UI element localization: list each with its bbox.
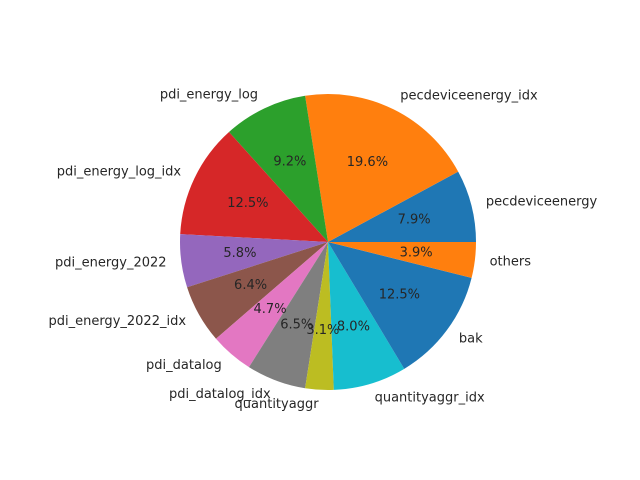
pie-percent-label: 3.1%	[306, 323, 339, 338]
pie-slice-pdi-energy-log-idx	[180, 131, 328, 242]
pie-category-label: pdi_energy_log_idx	[57, 164, 182, 179]
pie-category-label: quantityaggr_idx	[375, 390, 485, 405]
pie-slice-pdi-energy-log	[228, 95, 328, 242]
pie-category-label: bak	[459, 331, 483, 346]
pie-category-label: quantityaggr	[235, 397, 320, 412]
pie-percent-label: 7.9%	[398, 213, 431, 228]
pie-slice-pecdeviceenergy-idx	[305, 93, 459, 242]
pie-category-label: pecdeviceenergy_idx	[400, 89, 538, 104]
pie-slice-pdi-datalog-idx	[248, 242, 328, 389]
pie-category-label: pecdeviceenergy	[486, 195, 598, 210]
pie-category-label: pdi_datalog_idx	[169, 387, 271, 402]
pie-slice-pdi-datalog	[216, 242, 328, 368]
pie-percent-label: 8.0%	[337, 320, 370, 335]
pie-slice-pdi-energy-2022-idx	[187, 242, 328, 339]
pie-slice-quantityaggr-idx	[328, 242, 405, 390]
pie-category-label: pdi_energy_log	[160, 87, 258, 102]
pie-category-label: pdi_datalog	[146, 358, 222, 373]
pie-percent-label: 19.6%	[347, 155, 388, 170]
pie-category-label: pdi_energy_2022	[55, 255, 167, 270]
pie-slice-others	[328, 242, 476, 278]
pie-percent-label: 6.5%	[280, 318, 313, 333]
pie-slice-pdi-energy-2022	[180, 234, 328, 288]
pie-slice-pecdeviceenergy	[328, 171, 476, 242]
pie-percent-label: 6.4%	[234, 278, 267, 293]
pie-percent-label: 5.8%	[223, 246, 256, 261]
pie-percent-label: 3.9%	[400, 245, 433, 260]
pie-percent-label: 4.7%	[254, 302, 287, 317]
pie-percent-label: 12.5%	[227, 196, 268, 211]
pie-category-label: others	[490, 254, 532, 269]
pie-slice-bak	[328, 242, 472, 369]
pie-slice-quantityaggr	[305, 242, 334, 391]
pie-percent-label: 9.2%	[273, 154, 306, 169]
pie-percent-label: 12.5%	[379, 287, 420, 302]
pie-category-label: pdi_energy_2022_idx	[48, 314, 186, 329]
